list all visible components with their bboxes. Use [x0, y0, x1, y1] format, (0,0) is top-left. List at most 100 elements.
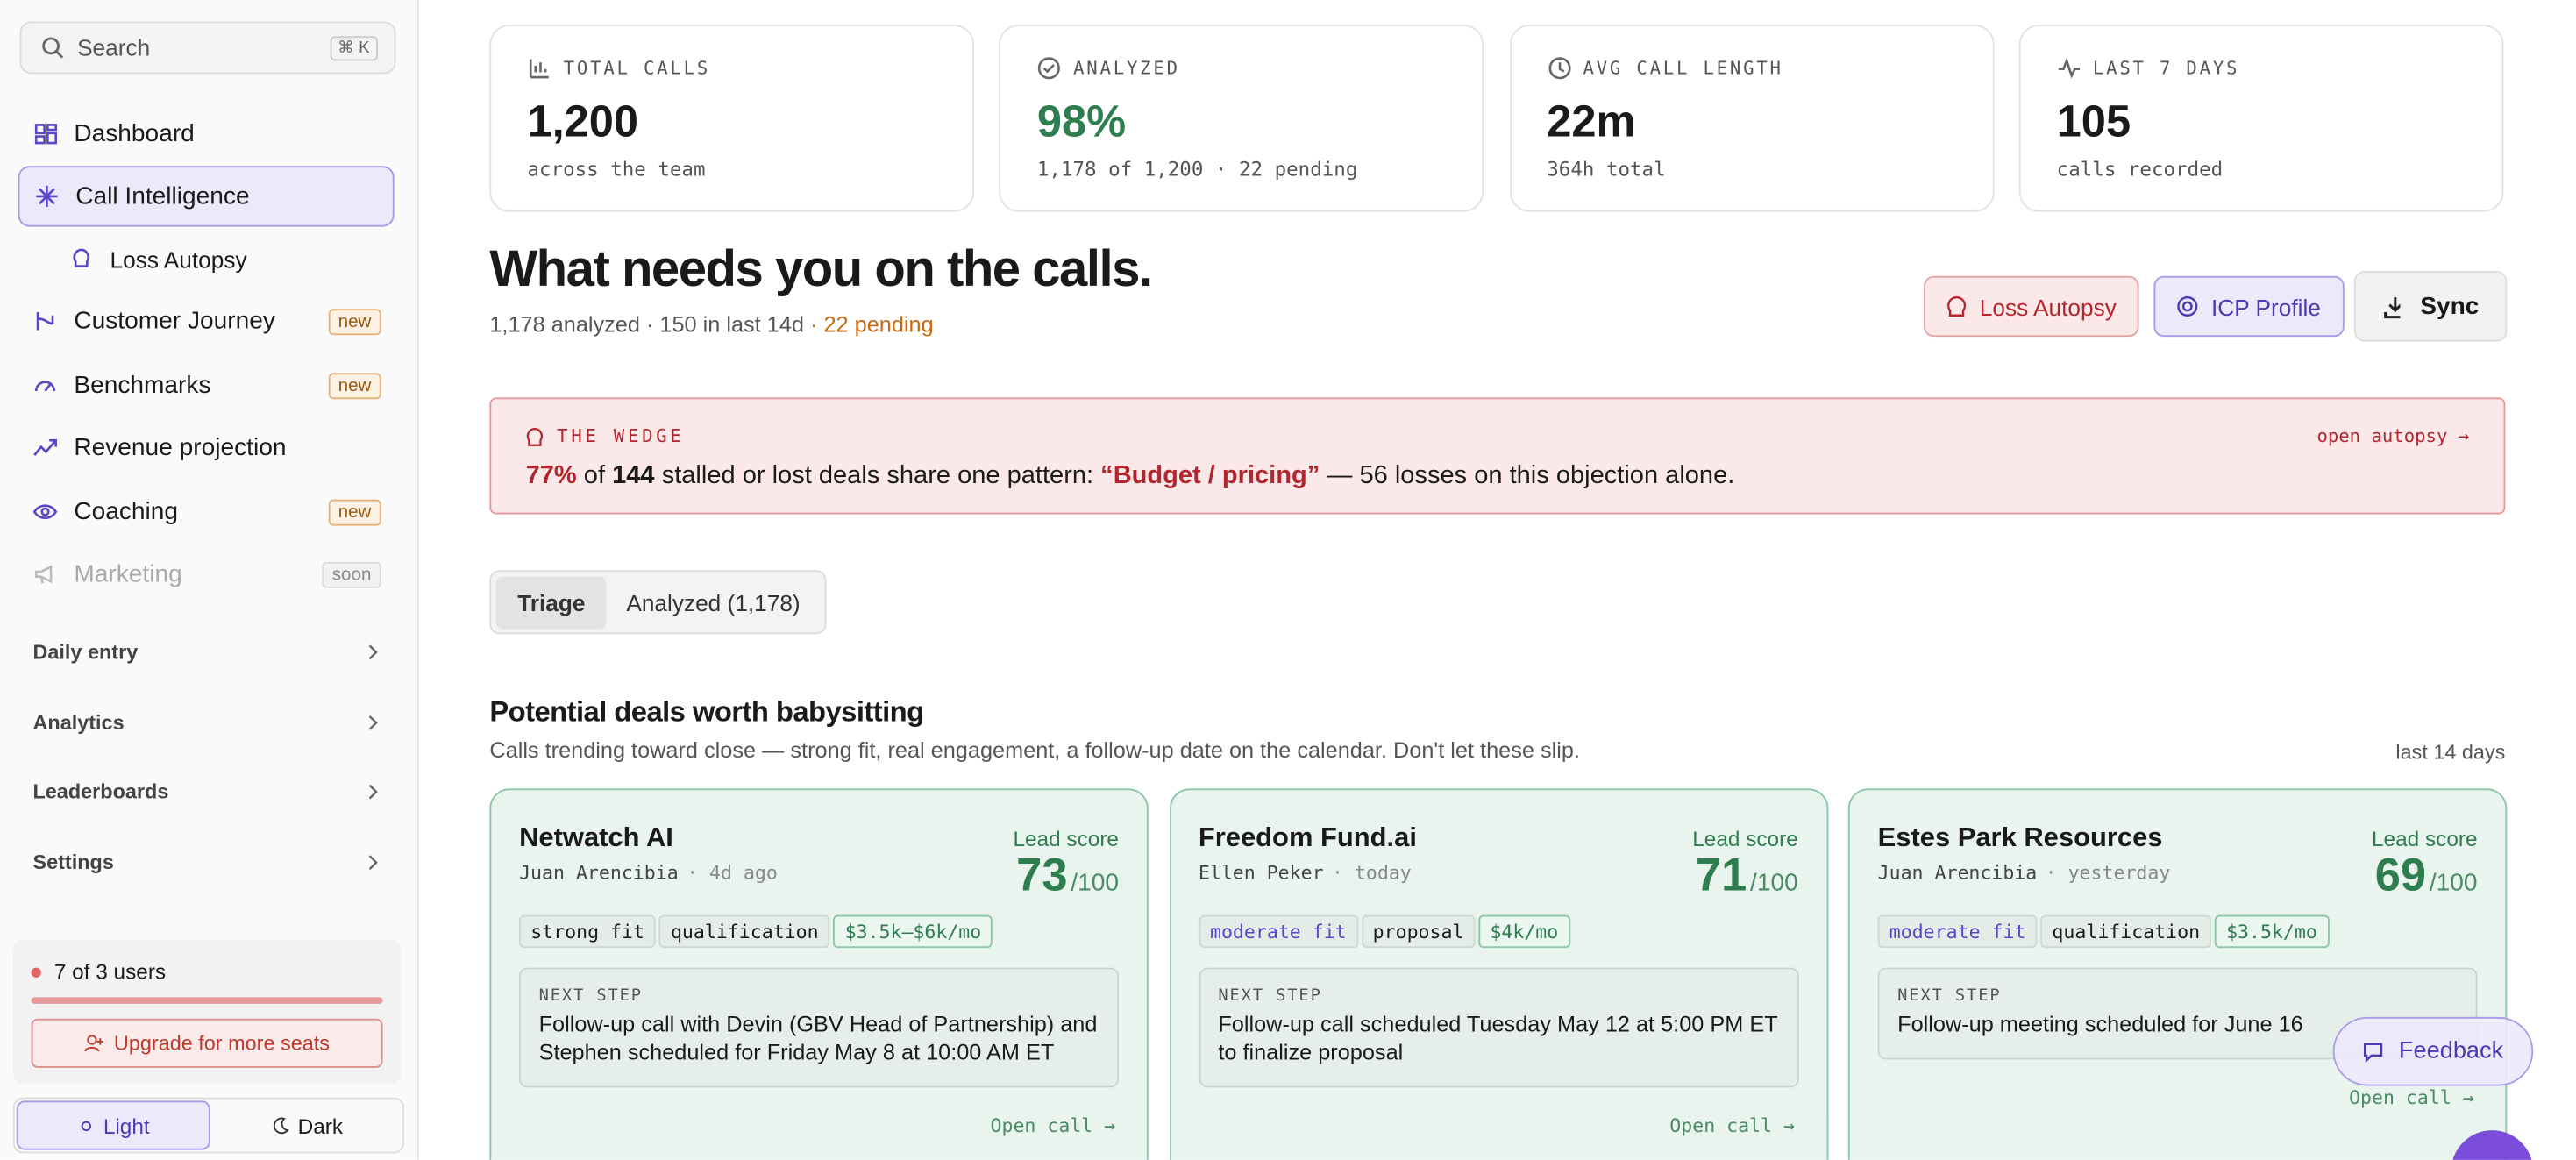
light-button[interactable]: Light	[16, 1100, 210, 1150]
search-icon	[42, 37, 64, 59]
deal-meta: Juan Arencibia · yesterday	[1878, 861, 2171, 884]
score-max: /100	[2429, 869, 2478, 898]
nav-section[interactable]: Daily entry	[32, 641, 381, 664]
score-label: Lead score	[1692, 826, 1798, 851]
score-max: /100	[1750, 869, 1798, 898]
next-label: NEXT STEP	[538, 987, 643, 1006]
score: 73/100	[1016, 850, 1119, 902]
stat-value: 105	[2056, 96, 2131, 146]
icon	[1548, 57, 1570, 80]
tag: $3.5k/mo	[2214, 914, 2329, 949]
stat-card: LAST 7 DAYS 105 calls recorded	[2018, 25, 2504, 212]
middle: stalled or lost deals share one pattern:	[661, 461, 1094, 490]
deal-meta: Juan Arencibia · 4d ago	[519, 861, 778, 884]
stat-value: 98%	[1036, 96, 1127, 146]
stat-sub: 1,178 of 1,200 · 22 pending	[1036, 157, 1358, 181]
nav-section[interactable]: Leaderboards	[32, 781, 381, 804]
tail: — 56 losses on this objection alone.	[1327, 461, 1735, 490]
page-title: What needs you on the calls.	[489, 239, 1153, 298]
score: 71/100	[1696, 850, 1798, 902]
stat-card: AVG CALL LENGTH 22m 364h total	[1509, 25, 1994, 212]
next-text: Follow-up call with Devin (GBV Head of P…	[538, 1012, 1098, 1065]
loss-autopsy-button[interactable]: Loss Autopsy	[1924, 275, 2140, 338]
deal-name: Netwatch AI	[519, 822, 673, 853]
when: · 4d ago	[687, 860, 778, 885]
nav-item[interactable]: Marketing soon	[18, 544, 395, 604]
tab[interactable]: Analyzed (1,178)	[626, 588, 801, 616]
search[interactable]: Search ⌘ K	[19, 21, 396, 75]
stat-label: LAST 7 DAYS	[2057, 56, 2466, 81]
dark-button[interactable]: Dark	[212, 1100, 402, 1152]
score-value: 69	[2374, 849, 2427, 900]
chevron	[368, 715, 378, 730]
open-call[interactable]: Open call →	[990, 1114, 1116, 1137]
when: · yesterday	[2045, 860, 2171, 885]
section-label: Analytics	[32, 710, 125, 734]
summary: 1,178 analyzed · 150 in last 14d · 22 pe…	[489, 312, 933, 337]
section-label: Leaderboards	[32, 780, 169, 804]
nav-item[interactable]: Loss Autopsy	[18, 228, 395, 288]
of: of	[583, 461, 606, 490]
nav-badge: soon	[322, 560, 381, 587]
icon	[36, 185, 58, 208]
wedge-icon	[526, 426, 543, 445]
icon	[73, 248, 90, 267]
nav-item[interactable]: Benchmarks new	[18, 355, 395, 416]
icon	[32, 504, 58, 519]
stat-label-text: ANALYZED	[1073, 57, 1180, 79]
tags: moderate fit qualification $3.5k/mo	[1877, 914, 2332, 949]
nav-item[interactable]: Dashboard	[18, 103, 395, 164]
section-title: Potential deals worth babysitting	[489, 694, 924, 729]
skull-icon	[1947, 295, 1967, 317]
tag: proposal	[1361, 914, 1476, 949]
score-label: Lead score	[1013, 826, 1119, 851]
section-subtitle: Calls trending toward close — strong fit…	[489, 737, 1580, 763]
theme-toggle: Light Dark	[12, 1097, 404, 1154]
next-step: NEXT STEP Follow-up call with Devin (GBV …	[519, 967, 1119, 1088]
next-text: Follow-up call scheduled Tuesday May 12 …	[1218, 1012, 1778, 1065]
light-label: Light	[103, 1113, 150, 1138]
stat-label-text: TOTAL CALLS	[563, 57, 711, 79]
tag: strong fit	[519, 914, 657, 949]
next-text: Follow-up meeting scheduled for June 16	[1897, 1012, 2303, 1037]
tag: moderate fit	[1198, 914, 1358, 949]
nav-section[interactable]: Settings	[32, 851, 381, 874]
owner: Ellen Peker	[1198, 860, 1324, 885]
tabs: Triage Analyzed (1,178)	[489, 570, 827, 635]
tag: $3.5k–$6k/mo	[833, 914, 993, 949]
stat-label: ANALYZED	[1037, 56, 1447, 81]
nav-item[interactable]: Revenue projection	[18, 417, 395, 478]
feedback-button[interactable]: Feedback	[2332, 1016, 2534, 1086]
pattern: “Budget / pricing”	[1100, 461, 1320, 490]
sync-button[interactable]: Sync	[2354, 271, 2508, 342]
upgrade-button[interactable]: Upgrade for more seats	[31, 1018, 383, 1068]
chevron	[368, 855, 378, 871]
wedge-banner: THE WEDGE open autopsy → 77% of 144 stal…	[489, 397, 2506, 515]
target-icon	[2177, 295, 2198, 317]
deal-card: Netwatch AI Juan Arencibia · 4d ago Lead sc…	[489, 788, 1149, 1160]
label: Sync	[2420, 292, 2480, 321]
download-icon	[2384, 296, 2401, 318]
upgrade-label: Upgrade for more seats	[113, 1031, 330, 1055]
open-call[interactable]: Open call →	[2349, 1085, 2474, 1109]
icp-button[interactable]: ICP Profile	[2153, 275, 2345, 338]
nav-item[interactable]: Call Intelligence	[18, 166, 395, 227]
nav-label: Call Intelligence	[75, 181, 250, 210]
search-placeholder: Search	[77, 34, 151, 61]
count: 144	[612, 461, 655, 490]
stat-card: ANALYZED 98% 1,178 of 1,200 · 22 pending	[999, 25, 1484, 212]
wedge-link[interactable]: open autopsy →	[2316, 425, 2470, 447]
nav-section[interactable]: Analytics	[32, 711, 381, 734]
wedge-label: THE WEDGE	[526, 425, 685, 447]
nav-item[interactable]: Customer Journey new	[18, 291, 395, 352]
wedge-text: 77% of 144 stalled or lost deals share o…	[526, 462, 1735, 492]
owner: Juan Arencibia	[519, 860, 679, 885]
nav-label: Marketing	[74, 559, 182, 588]
moon-icon	[274, 1116, 290, 1134]
nav-item[interactable]: Coaching new	[18, 481, 395, 542]
tab[interactable]: Triage	[495, 575, 607, 629]
nav-label: Loss Autopsy	[110, 246, 247, 273]
open-call[interactable]: Open call →	[1669, 1114, 1796, 1137]
shortcut: ⌘ K	[329, 35, 378, 60]
